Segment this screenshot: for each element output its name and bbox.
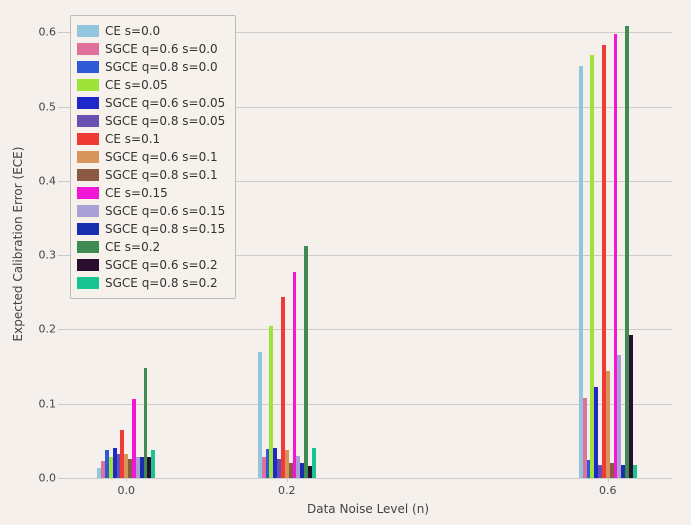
- legend-label: CE s=0.2: [105, 240, 160, 254]
- legend-label: CE s=0.1: [105, 132, 160, 146]
- bar: [293, 272, 297, 479]
- legend-item: SGCE q=0.6 s=0.15: [77, 202, 225, 220]
- y-tick-mark: [58, 32, 62, 33]
- bar: [304, 246, 308, 478]
- legend-label: SGCE q=0.6 s=0.1: [105, 150, 218, 164]
- legend-item: SGCE q=0.8 s=0.0: [77, 58, 225, 76]
- legend-label: SGCE q=0.8 s=0.05: [105, 114, 225, 128]
- legend-label: CE s=0.0: [105, 24, 160, 38]
- legend-label: SGCE q=0.6 s=0.0: [105, 42, 218, 56]
- x-axis-line: [62, 478, 672, 479]
- legend-swatch: [77, 133, 99, 145]
- y-tick-label: 0.1: [32, 397, 56, 410]
- legend-item: CE s=0.0: [77, 22, 225, 40]
- y-tick-mark: [58, 255, 62, 256]
- legend-item: SGCE q=0.6 s=0.0: [77, 40, 225, 58]
- legend-item: CE s=0.2: [77, 238, 225, 256]
- legend-item: SGCE q=0.8 s=0.2: [77, 274, 225, 292]
- legend-swatch: [77, 277, 99, 289]
- y-tick-mark: [58, 329, 62, 330]
- y-axis-title: Expected Calibration Error (ECE): [11, 147, 25, 342]
- legend-swatch: [77, 43, 99, 55]
- legend-item: CE s=0.05: [77, 76, 225, 94]
- legend-swatch: [77, 97, 99, 109]
- legend-swatch: [77, 115, 99, 127]
- y-tick-mark: [58, 107, 62, 108]
- y-tick-mark: [58, 181, 62, 182]
- legend-label: CE s=0.05: [105, 78, 168, 92]
- legend-swatch: [77, 61, 99, 73]
- legend-label: SGCE q=0.8 s=0.1: [105, 168, 218, 182]
- bar: [633, 465, 637, 478]
- legend-item: CE s=0.15: [77, 184, 225, 202]
- x-tick-label: 0.2: [278, 484, 296, 497]
- legend-swatch: [77, 241, 99, 253]
- legend-item: SGCE q=0.6 s=0.2: [77, 256, 225, 274]
- legend-label: SGCE q=0.8 s=0.2: [105, 276, 218, 290]
- y-tick-label: 0.3: [32, 249, 56, 262]
- y-tick-mark: [58, 404, 62, 405]
- legend-swatch: [77, 259, 99, 271]
- legend-item: SGCE q=0.6 s=0.1: [77, 148, 225, 166]
- legend-swatch: [77, 169, 99, 181]
- x-axis-title: Data Noise Level (n): [307, 502, 429, 516]
- y-tick-label: 0.6: [32, 26, 56, 39]
- legend-swatch: [77, 151, 99, 163]
- legend-item: CE s=0.1: [77, 130, 225, 148]
- legend-label: SGCE q=0.6 s=0.15: [105, 204, 225, 218]
- legend-swatch: [77, 187, 99, 199]
- legend-label: SGCE q=0.6 s=0.05: [105, 96, 225, 110]
- y-tick-label: 0.4: [32, 174, 56, 187]
- legend-item: SGCE q=0.8 s=0.05: [77, 112, 225, 130]
- legend: CE s=0.0 SGCE q=0.6 s=0.0 SGCE q=0.8 s=0.0…: [70, 15, 236, 299]
- legend-swatch: [77, 79, 99, 91]
- legend-label: SGCE q=0.8 s=0.0: [105, 60, 218, 74]
- legend-item: SGCE q=0.6 s=0.05: [77, 94, 225, 112]
- legend-swatch: [77, 223, 99, 235]
- y-tick-label: 0.0: [32, 472, 56, 485]
- legend-item: SGCE q=0.8 s=0.15: [77, 220, 225, 238]
- y-tick-label: 0.2: [32, 323, 56, 336]
- legend-label: SGCE q=0.8 s=0.15: [105, 222, 225, 236]
- bar: [151, 450, 155, 478]
- legend-item: SGCE q=0.8 s=0.1: [77, 166, 225, 184]
- bar: [606, 371, 610, 478]
- legend-swatch: [77, 205, 99, 217]
- legend-label: CE s=0.15: [105, 186, 168, 200]
- x-tick-label: 0.6: [599, 484, 617, 497]
- bar: [312, 448, 316, 478]
- bar: [629, 335, 633, 478]
- x-tick-label: 0.0: [117, 484, 135, 497]
- y-tick-label: 0.5: [32, 100, 56, 113]
- legend-swatch: [77, 25, 99, 37]
- legend-label: SGCE q=0.6 s=0.2: [105, 258, 218, 272]
- ece-bar-chart: Expected Calibration Error (ECE) Data No…: [0, 0, 691, 525]
- bar: [617, 355, 621, 478]
